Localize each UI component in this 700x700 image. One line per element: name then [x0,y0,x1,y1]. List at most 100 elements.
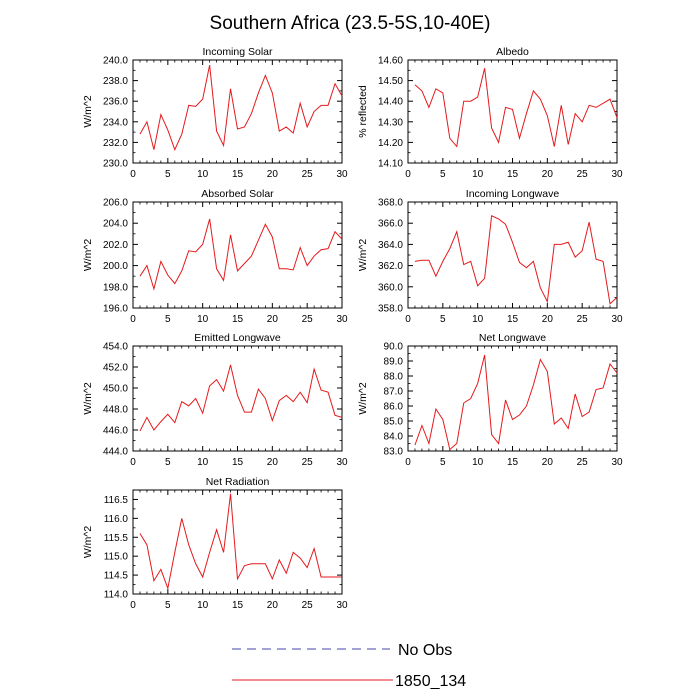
y-tick-label: 115.0 [104,552,129,563]
x-tick-label: 30 [611,169,623,180]
x-tick-label: 30 [336,600,348,611]
y-tick-label: 206.0 [103,198,128,209]
y-axis-label: W/m^2 [82,95,94,128]
x-tick-label: 20 [267,314,279,325]
y-tick-label: 198.0 [103,282,128,293]
x-tick-label: 10 [472,169,484,180]
x-tick-label: 10 [197,314,209,325]
y-tick-label: 204.0 [103,219,128,230]
y-tick-label: 448.0 [103,405,128,416]
y-tick-label: 116.5 [104,495,129,506]
series-line-1850-134 [139,364,343,432]
panel-title: Incoming Solar [202,46,273,58]
legend-label-1850-134: 1850_134 [395,673,466,690]
y-tick-label: 86.0 [384,402,404,413]
y-tick-label: 114.5 [104,571,129,582]
y-axis-label: % reflected [357,85,369,138]
x-tick-label: 0 [405,314,411,325]
x-tick-label: 30 [611,457,623,468]
y-tick-label: 454.0 [103,342,128,353]
y-tick-label: 450.0 [103,384,128,395]
panel-title: Albedo [496,46,529,58]
x-tick-label: 25 [577,314,589,325]
y-axis-label: W/m^2 [82,239,94,272]
y-tick-label: 87.0 [384,387,404,398]
x-tick-label: 15 [507,169,519,180]
x-tick-label: 10 [197,600,209,611]
y-tick-label: 366.0 [378,219,403,230]
y-tick-label: 200.0 [103,261,128,272]
figure-title: Southern Africa (23.5-5S,10-40E) [210,13,491,34]
x-tick-label: 5 [165,457,171,468]
panel-title: Net Longwave [479,332,546,344]
x-tick-label: 20 [542,314,554,325]
y-tick-label: 196.0 [103,304,128,315]
panel-incoming-longwave: Incoming Longwave W/m^2 0 5 10 15 20 25 30 358.0 3… [357,188,623,325]
plot-frame [407,345,618,452]
y-axis-label: W/m^2 [82,382,94,415]
panel-emitted-longwave: Emitted Longwave W/m^2 0 5 10 15 20 25 30 444.0 44… [82,332,348,468]
x-tick-label: 10 [472,314,484,325]
x-tick-label: 15 [507,314,519,325]
panel-net-radiation: Net Radiation W/m^2 0 5 10 15 20 25 30 114.0 114.5… [82,476,348,611]
series-line-1850-134 [139,493,342,591]
y-tick-label: 364.0 [378,240,403,251]
y-tick-label: 14.60 [378,56,403,67]
y-tick-label: 116.0 [104,514,129,525]
panel-net-longwave: Net Longwave W/m^2 0 5 10 15 20 25 30 83.0 84.0 85.… [357,332,623,468]
plot-frame [132,201,343,309]
series-line-1850-134 [414,215,618,305]
y-tick-label: 14.40 [378,97,403,108]
panel-title: Net Radiation [206,476,270,488]
x-tick-label: 15 [232,314,244,325]
legend-label-no-obs: No Obs [398,642,452,659]
y-tick-label: 89.0 [384,357,404,368]
panels: Incoming Solar W/m^2 0 5 10 15 20 25 30 230.0 232.… [82,46,623,611]
y-tick-label: 88.0 [384,372,404,383]
x-tick-label: 25 [577,169,589,180]
y-tick-label: 446.0 [103,426,128,437]
x-tick-label: 10 [472,457,484,468]
x-tick-label: 0 [405,457,411,468]
y-tick-label: 368.0 [378,198,403,209]
x-tick-label: 25 [302,169,314,180]
x-tick-label: 25 [577,457,589,468]
y-tick-label: 234.0 [103,117,128,128]
panel-absorbed-solar: Absorbed Solar W/m^2 0 5 10 15 20 25 30 196.0 198.… [82,188,348,325]
x-tick-label: 0 [130,457,136,468]
y-tick-label: 230.0 [103,159,128,170]
series-line-1850-134 [139,218,343,291]
y-tick-label: 358.0 [378,304,403,315]
y-axis-label: W/m^2 [357,239,369,272]
x-tick-label: 5 [165,600,171,611]
y-tick-label: 90.0 [384,342,404,353]
plot-frame [407,201,618,309]
y-tick-label: 114.0 [104,590,129,601]
y-tick-label: 452.0 [103,363,128,374]
x-tick-label: 20 [542,457,554,468]
x-tick-label: 30 [611,314,623,325]
x-tick-label: 0 [130,600,136,611]
y-tick-label: 202.0 [103,240,128,251]
x-tick-label: 15 [232,457,244,468]
x-tick-label: 5 [165,169,171,180]
panel-title: Emitted Longwave [194,332,281,344]
panel-title: Absorbed Solar [201,188,274,200]
plot-frame [132,345,343,452]
y-tick-label: 238.0 [103,76,128,87]
x-tick-label: 5 [440,314,446,325]
x-tick-label: 20 [542,169,554,180]
x-tick-label: 30 [336,169,348,180]
x-tick-label: 30 [336,314,348,325]
x-tick-label: 25 [302,314,314,325]
x-tick-label: 20 [267,457,279,468]
y-axis-label: W/m^2 [82,526,94,559]
x-tick-label: 20 [267,169,279,180]
x-tick-label: 15 [507,457,519,468]
x-tick-label: 5 [440,169,446,180]
x-tick-label: 15 [232,169,244,180]
y-tick-label: 362.0 [378,261,403,272]
y-tick-label: 240.0 [103,56,128,67]
x-tick-label: 0 [130,314,136,325]
